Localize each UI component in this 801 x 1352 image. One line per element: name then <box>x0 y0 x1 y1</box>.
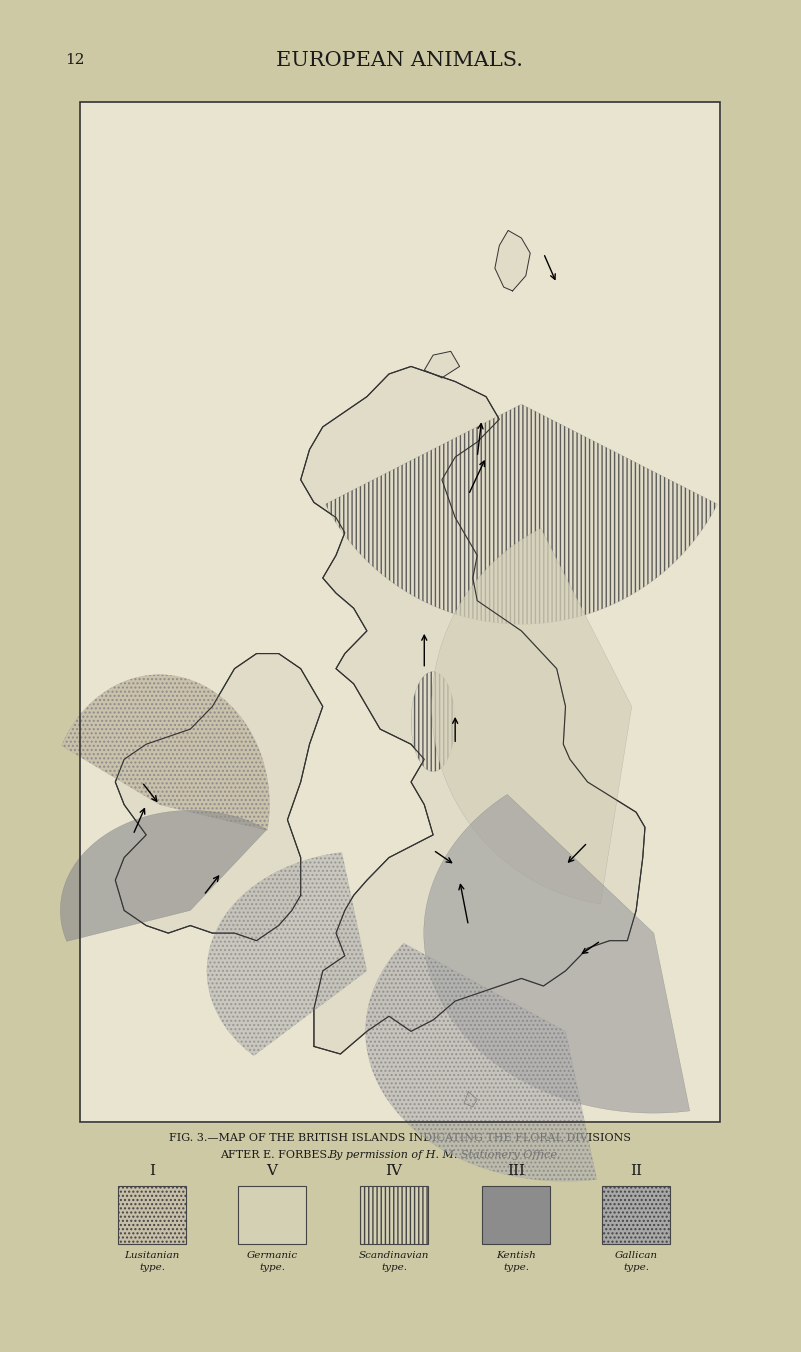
Text: II: II <box>630 1164 642 1178</box>
Polygon shape <box>425 352 460 377</box>
Bar <box>118 1186 186 1244</box>
Bar <box>360 1186 428 1244</box>
Polygon shape <box>432 529 632 904</box>
Text: type.: type. <box>503 1264 529 1272</box>
Text: type.: type. <box>259 1264 285 1272</box>
Polygon shape <box>464 1092 477 1107</box>
Bar <box>80 101 720 1122</box>
Polygon shape <box>115 653 323 941</box>
Text: EUROPEAN ANIMALS.: EUROPEAN ANIMALS. <box>276 50 524 69</box>
Polygon shape <box>207 852 367 1056</box>
Polygon shape <box>495 230 530 291</box>
Text: IV: IV <box>385 1164 402 1178</box>
Text: V: V <box>267 1164 277 1178</box>
Polygon shape <box>325 404 718 625</box>
Text: Germanic: Germanic <box>247 1252 297 1260</box>
Text: AFTER E. FORBES.: AFTER E. FORBES. <box>220 1151 330 1160</box>
Text: Gallican: Gallican <box>614 1252 658 1260</box>
Polygon shape <box>62 675 269 830</box>
Text: By permission of H. M. Stationery Office.: By permission of H. M. Stationery Office… <box>328 1151 561 1160</box>
Text: type.: type. <box>381 1264 407 1272</box>
Text: Scandinavian: Scandinavian <box>359 1252 429 1260</box>
Text: I: I <box>149 1164 155 1178</box>
Text: 12: 12 <box>65 53 84 68</box>
Polygon shape <box>424 795 690 1113</box>
Bar <box>482 1186 550 1244</box>
Text: type.: type. <box>139 1264 165 1272</box>
Text: type.: type. <box>623 1264 649 1272</box>
Polygon shape <box>300 366 645 1055</box>
Polygon shape <box>60 810 267 941</box>
Bar <box>238 1186 306 1244</box>
Polygon shape <box>365 944 597 1182</box>
Text: Kentish: Kentish <box>496 1252 536 1260</box>
Polygon shape <box>411 672 455 772</box>
Text: FIG. 3.—MAP OF THE BRITISH ISLANDS INDICATING THE FLORAL DIVISIONS: FIG. 3.—MAP OF THE BRITISH ISLANDS INDIC… <box>169 1133 631 1142</box>
Bar <box>602 1186 670 1244</box>
Text: Lusitanian: Lusitanian <box>124 1252 179 1260</box>
Text: III: III <box>507 1164 525 1178</box>
Bar <box>80 101 720 1122</box>
